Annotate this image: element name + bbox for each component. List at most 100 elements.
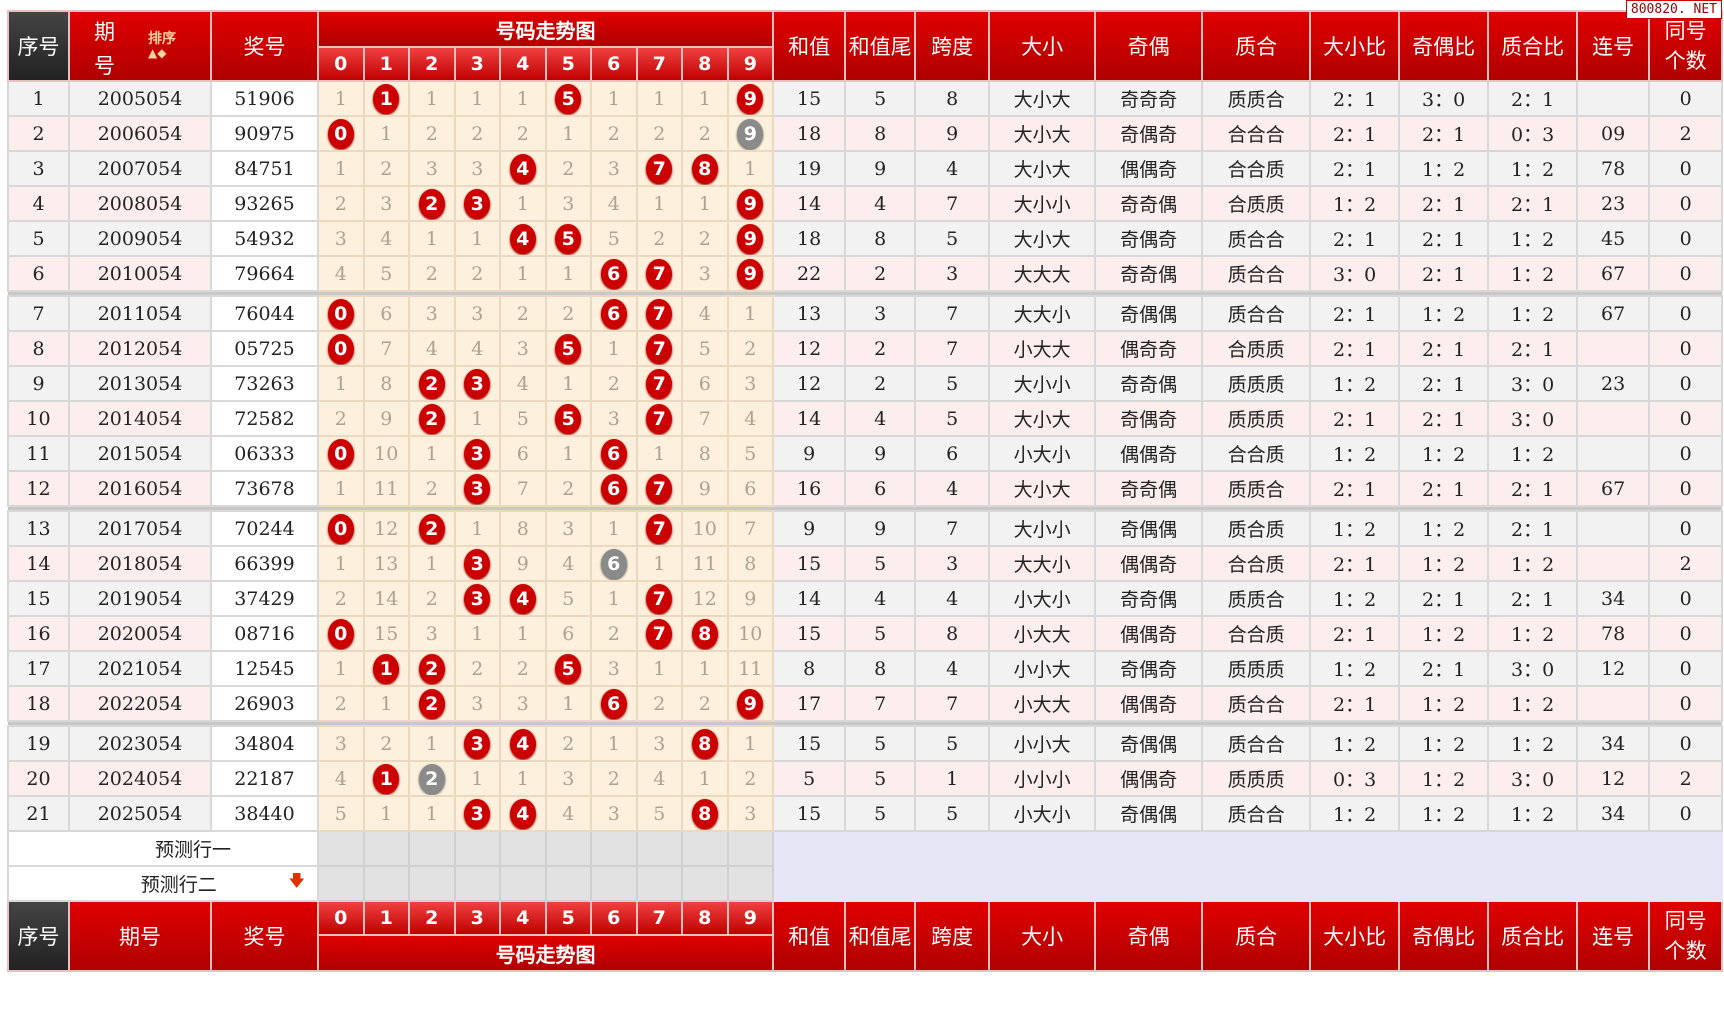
predict-input-cell[interactable] — [726, 830, 775, 867]
predict-input-cell[interactable] — [635, 830, 683, 867]
big-small-ratio-cell: 2：1 — [1309, 470, 1401, 507]
sum-cell: 9 — [772, 435, 847, 472]
predict-input-cell[interactable] — [453, 830, 501, 867]
award-cell: 79664 — [210, 255, 319, 292]
prime-composite-ratio-cell: 2：1 — [1487, 470, 1579, 507]
predict-input-cell[interactable] — [681, 830, 729, 867]
sum-cell: 22 — [772, 255, 847, 292]
header-issue[interactable]: 期 号 排序 ▲◆ — [68, 10, 212, 82]
table-row[interactable]: 4 2008054 93265 2 3 2 3 1 3 4 1 1 9 14 4 7 大小小 奇奇偶 合质质 1：2 2… — [7, 185, 1724, 222]
prime-composite-cell: 合合质 — [1201, 150, 1312, 187]
sum-tail-cell: 5 — [844, 615, 917, 652]
table-row[interactable]: 1 2005054 51906 1 1 1 1 1 5 1 1 1 9 15 5 8 大小大 奇奇奇 质质合 2：1 3… — [7, 80, 1724, 117]
hit-ball: 3 — [464, 583, 491, 614]
table-row[interactable]: 10 2014054 72582 2 9 2 1 5 5 3 7 7 4 14 4 5 大小大 奇偶奇 质质质 2：1… — [7, 400, 1724, 437]
span-cell: 7 — [914, 185, 991, 222]
table-row[interactable]: 5 2009054 54932 3 4 1 1 4 5 5 2 2 9 18 8 5 大小大 奇偶奇 质合合 2：1 2… — [7, 220, 1724, 257]
table-row[interactable]: 19 2023054 34804 3 2 1 3 4 2 1 3 8 1 15 5 5 小小大 奇偶偶 质合合 1：2… — [7, 725, 1724, 762]
span-cell: 5 — [914, 795, 991, 832]
big-small-ratio-cell: 2：1 — [1309, 295, 1401, 332]
predict-input-cell[interactable] — [362, 865, 410, 902]
table-row[interactable]: 6 2010054 79664 4 5 2 2 1 1 6 7 3 9 22 2 3 大大大 奇奇偶 质合合 3：0 2… — [7, 255, 1724, 292]
table-row[interactable]: 8 2012054 05725 0 7 4 4 3 5 1 7 5 2 12 2 7 小大大 偶奇奇 合质质 2：1 2… — [7, 330, 1724, 367]
same-count-cell: 0 — [1648, 795, 1724, 832]
table-row[interactable]: 13 2017054 70244 0 12 2 1 8 3 1 7 10 7 9 9 7 大小小 奇偶偶 质合质 1：… — [7, 510, 1724, 547]
same-count-cell: 0 — [1648, 470, 1724, 507]
trend-cell-0: 2 — [317, 400, 365, 437]
prime-composite-cell: 质质质 — [1201, 400, 1312, 437]
predict-input-cell[interactable] — [726, 865, 775, 902]
predict-input-cell[interactable] — [499, 865, 547, 902]
span-cell: 5 — [914, 725, 991, 762]
award-cell: 90975 — [210, 115, 319, 152]
odd-even-ratio-cell: 2：1 — [1398, 365, 1490, 402]
trend-cell-5: 2 — [544, 725, 592, 762]
seq-cell: 4 — [7, 185, 70, 222]
odd-even-cell: 偶偶奇 — [1094, 150, 1204, 187]
sort-arrows-icon[interactable]: ▲◆ — [148, 46, 167, 60]
predict-input-cell[interactable] — [453, 865, 501, 902]
predict-input-cell[interactable] — [544, 830, 592, 867]
sort-button[interactable]: 排序 — [148, 31, 176, 47]
odd-even-ratio-cell: 1：2 — [1398, 725, 1490, 762]
predict-input-cell[interactable] — [544, 865, 592, 902]
sum-cell: 15 — [772, 615, 847, 652]
odd-even-cell: 奇偶奇 — [1094, 115, 1204, 152]
predict-input-cell[interactable] — [317, 830, 365, 867]
table-row[interactable]: 16 2020054 08716 0 15 3 1 1 6 2 7 8 10 15 5 8 小大大 偶偶奇 合合质 2… — [7, 615, 1724, 652]
trend-cell-3: 3 — [453, 725, 501, 762]
odd-even-cell: 奇奇偶 — [1094, 185, 1204, 222]
trend-cell-0: 0 — [317, 330, 365, 367]
trend-cell-1: 1 — [362, 685, 410, 722]
predict-input-cell[interactable] — [590, 830, 638, 867]
table-row[interactable]: 9 2013054 73263 1 8 2 3 4 1 2 7 6 3 12 2 5 大小小 奇奇偶 质质质 1：2 2… — [7, 365, 1724, 402]
trend-cell-2: 2 — [408, 115, 456, 152]
span-cell: 4 — [914, 650, 991, 687]
predict-input-cell[interactable] — [590, 865, 638, 902]
predict-input-cell[interactable] — [681, 865, 729, 902]
issue-cell: 2022054 — [68, 685, 212, 722]
table-row[interactable]: 2 2006054 90975 0 1 2 2 2 1 2 2 2 9 18 8 9 大小大 奇偶奇 合合合 2：1 2… — [7, 115, 1724, 152]
predict-input-cell[interactable] — [408, 830, 456, 867]
same-count-cell: 0 — [1648, 510, 1724, 547]
predict-input-cell[interactable] — [317, 865, 365, 902]
trend-cell-7: 7 — [635, 330, 683, 367]
table-row[interactable]: 15 2019054 37429 2 14 2 3 4 5 1 7 12 9 14 4 4 小大小 奇奇偶 质质合 1… — [7, 580, 1724, 617]
table-row[interactable]: 14 2018054 66399 1 13 1 3 9 4 6 1 11 8 15 5 3 大大小 偶偶奇 合合质 2… — [7, 545, 1724, 582]
predict-row[interactable]: 预测行一 — [7, 830, 1724, 867]
table-row[interactable]: 12 2016054 73678 1 11 2 3 7 2 6 7 9 6 16 6 4 大小大 奇奇偶 质质合 2：… — [7, 470, 1724, 507]
predict-input-cell[interactable] — [499, 830, 547, 867]
predict-input-cell[interactable] — [408, 865, 456, 902]
table-row[interactable]: 11 2015054 06333 0 10 1 3 6 1 6 1 8 5 9 9 6 小大小 偶偶奇 合合质 1：2… — [7, 435, 1724, 472]
hit-ball: 0 — [327, 118, 354, 149]
trend-cell-5: 1 — [544, 435, 592, 472]
header-odd-even-ratio: 奇偶比 — [1398, 10, 1490, 82]
prime-composite-cell: 质质合 — [1201, 580, 1312, 617]
issue-cell: 2024054 — [68, 760, 212, 797]
prime-composite-cell: 质质质 — [1201, 760, 1312, 797]
predict-row[interactable]: 预测行二 🡇 — [7, 865, 1724, 902]
trend-cell-5: 5 — [544, 580, 592, 617]
table-row[interactable]: 21 2025054 38440 5 1 1 3 4 4 3 5 8 3 15 5 5 小大小 奇偶偶 质合合 1：2… — [7, 795, 1724, 832]
arrow-down-icon[interactable]: 🡇 — [288, 871, 305, 890]
table-row[interactable]: 7 2011054 76044 0 6 3 3 2 2 6 7 4 1 13 3 7 大大小 奇偶偶 质合合 2：1 1… — [7, 295, 1724, 332]
odd-even-ratio-cell: 2：1 — [1398, 470, 1490, 507]
sum-cell: 12 — [772, 365, 847, 402]
header-same-top: 同号 — [1664, 19, 1707, 43]
odd-even-cell: 偶偶奇 — [1094, 760, 1204, 797]
trend-cell-0: 0 — [317, 115, 365, 152]
prime-composite-ratio-cell: 1：2 — [1487, 545, 1579, 582]
trend-cell-0: 4 — [317, 255, 365, 292]
table-row[interactable]: 18 2022054 26903 2 1 2 3 3 1 6 2 2 9 17 7 7 小大大 偶偶奇 质合合 2：1… — [7, 685, 1724, 722]
seq-cell: 17 — [7, 650, 70, 687]
span-cell: 4 — [914, 580, 991, 617]
header-span: 跨度 — [914, 10, 991, 82]
table-row[interactable]: 17 2021054 12545 1 1 2 2 2 5 3 1 1 11 8 8 4 小小大 奇偶奇 质质质 1：2… — [7, 650, 1724, 687]
trend-cell-9: 7 — [726, 510, 775, 547]
predict-input-cell[interactable] — [635, 865, 683, 902]
predict-input-cell[interactable] — [362, 830, 410, 867]
table-row[interactable]: 20 2024054 22187 4 1 2 1 1 3 2 4 1 2 5 5 1 小小小 偶偶奇 质质质 0：3 1… — [7, 760, 1724, 797]
odd-even-cell: 偶偶奇 — [1094, 435, 1204, 472]
table-row[interactable]: 3 2007054 84751 1 2 3 3 4 2 3 7 8 1 19 9 4 大小大 偶偶奇 合合质 2：1 1… — [7, 150, 1724, 187]
trend-cell-1: 1 — [362, 795, 410, 832]
